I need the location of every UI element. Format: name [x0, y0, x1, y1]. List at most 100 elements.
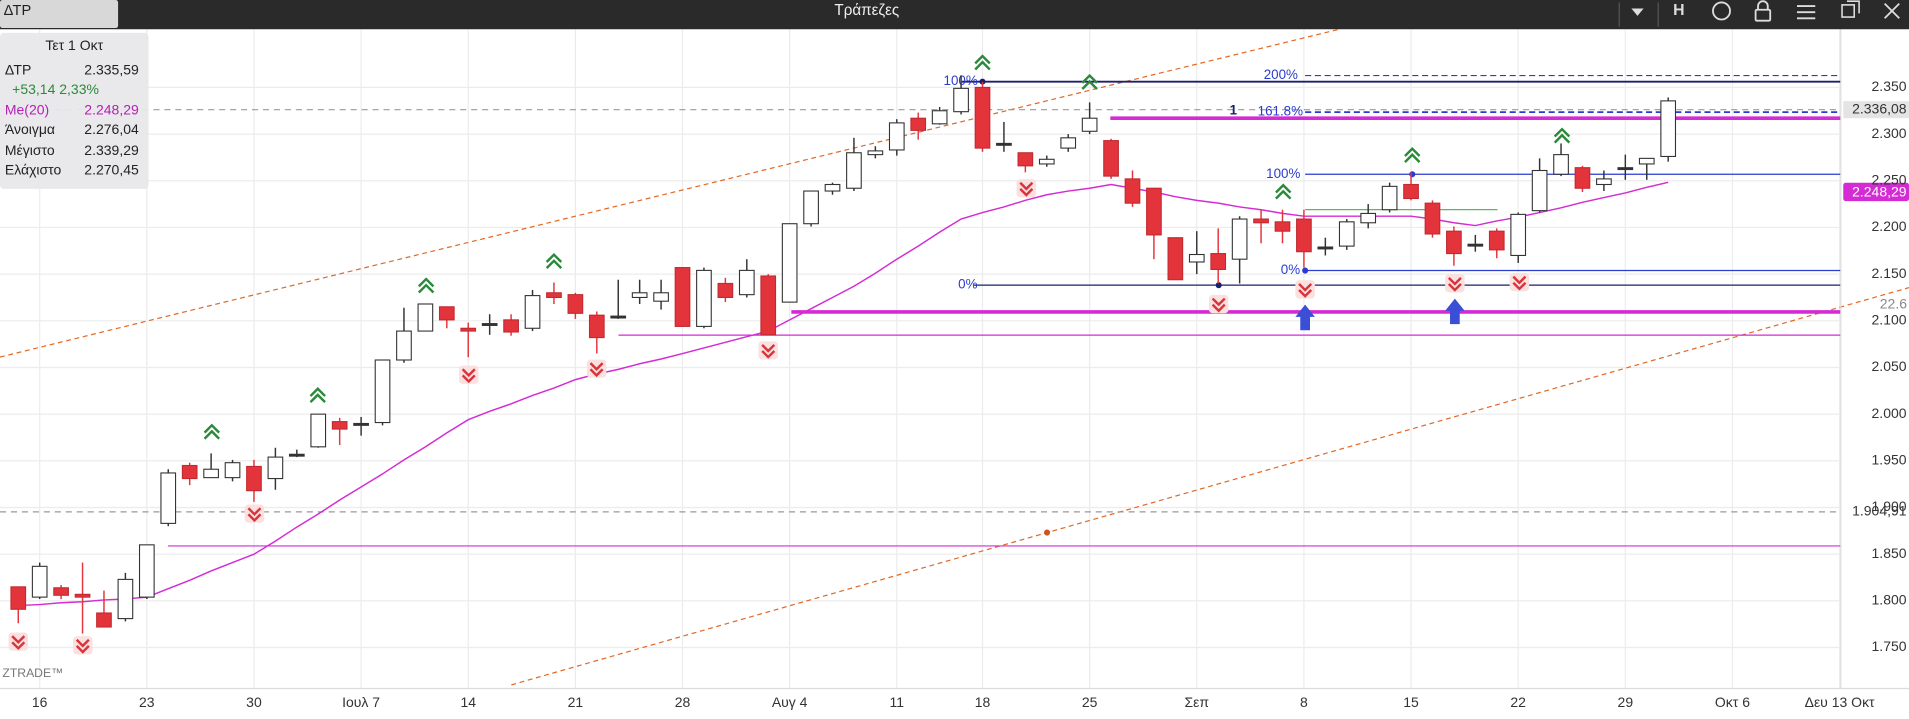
candle-body: [1038, 158, 1055, 165]
candle-body: [1488, 230, 1505, 251]
lock-shackle: [1757, 0, 1769, 10]
candle-body: [610, 315, 627, 319]
candle-body: [1103, 140, 1119, 177]
candle-body: [53, 587, 69, 596]
candle-body: [781, 223, 798, 303]
candle-body: [1017, 152, 1034, 167]
fib-label: 161.8%: [1258, 104, 1303, 119]
candle-body: [1338, 221, 1355, 247]
quote-button[interactable]: [1712, 1, 1731, 21]
price-box: [1843, 101, 1909, 119]
candle-body: [953, 87, 969, 113]
candle-body: [417, 303, 434, 332]
panel-value: 2.339,29: [84, 142, 139, 158]
window-title: Τράπεζες: [834, 2, 899, 19]
candle-body: [374, 359, 391, 424]
buy-signal: [974, 54, 991, 71]
candle-body: [203, 468, 219, 479]
x-tick-label: Αυγ 4: [772, 694, 808, 710]
sell-signal: [75, 638, 90, 654]
buy-arrow: [1295, 304, 1315, 331]
sell-signal: [1512, 275, 1527, 291]
y-tick-label: 2.300: [1872, 125, 1907, 141]
candle-body: [481, 323, 498, 326]
candle-body: [803, 190, 819, 225]
panel-label: Άνοιγμα: [5, 121, 55, 137]
fib-label: 100%: [1266, 166, 1300, 181]
interval-button[interactable]: H: [1673, 2, 1684, 19]
candle-body: [1317, 246, 1334, 250]
panel-label: Ελάχιστο: [5, 161, 62, 177]
candle-body: [1188, 253, 1205, 263]
header-bar: ΔΤΡ Τράπεζες H: [0, 0, 1909, 30]
symbol-tab-label: ΔΤΡ: [4, 3, 32, 19]
buy-arrow: [1445, 298, 1465, 325]
ma-price-label: 2.248,29: [1852, 183, 1907, 199]
candle-body: [1210, 253, 1227, 271]
x-tick-label: Σεπ: [1185, 694, 1210, 710]
background: [0, 29, 1909, 719]
candle-body: [1424, 202, 1441, 235]
candle-body: [588, 314, 605, 339]
candle-body: [910, 117, 927, 131]
x-tick-label: 21: [568, 694, 584, 710]
y-tick-label: 1.750: [1872, 638, 1907, 654]
x-tick-label: Ιουλ 7: [342, 694, 380, 710]
candle-body: [653, 292, 669, 302]
restore-button[interactable]: [1841, 4, 1856, 18]
axes: 2.336,08 2.248,29 1.904,91 22.6 1.750 1.8…: [0, 29, 1909, 710]
symbol-tab[interactable]: [0, 0, 119, 29]
candle-body: [931, 110, 948, 125]
candle-body: [760, 275, 777, 336]
restore-icon: [1846, 0, 1860, 14]
candle-body: [310, 413, 327, 448]
candle-body: [1360, 212, 1377, 224]
candle-body: [31, 565, 48, 598]
fib-label: 0%: [958, 277, 977, 292]
menu-button[interactable]: [1796, 5, 1816, 20]
close-button[interactable]: [1884, 3, 1900, 19]
sell-signal: [1211, 297, 1226, 313]
candle-body: [96, 612, 112, 628]
x-tick-label: 16: [32, 694, 48, 710]
candle-body: [10, 586, 27, 610]
x-tick-label: 25: [1082, 694, 1098, 710]
watermark: ZTRADE™: [2, 666, 63, 680]
candle-body: [1553, 154, 1569, 175]
sell-signal: [1298, 283, 1313, 298]
candle-body: [288, 453, 305, 457]
moving-average-line: [18, 181, 1669, 607]
candle-body: [331, 421, 348, 430]
x-tick-label: 14: [460, 694, 476, 710]
candle-body: [181, 464, 198, 480]
candle-body: [460, 327, 477, 332]
y-tick-label: 1.900: [1872, 498, 1907, 514]
cut-label: 22.6: [1880, 295, 1907, 311]
candle-body: [1574, 167, 1591, 189]
candle-body: [1467, 243, 1484, 247]
candle-body: [546, 292, 562, 299]
candle-body: [1253, 218, 1269, 224]
candle-body: [503, 319, 519, 333]
y-tick-label: 2.250: [1872, 171, 1907, 187]
buy-signal: [1081, 73, 1098, 90]
candle-body: [888, 122, 905, 151]
buy-signal: [417, 277, 435, 294]
panel-label: Μέγιστο: [5, 142, 55, 158]
lock-button[interactable]: [1754, 8, 1772, 22]
fib-anchor: [1302, 267, 1309, 274]
fib-label: 0%: [1281, 262, 1300, 277]
panel-value: 2.248,29: [84, 102, 139, 118]
candles: [10, 75, 1677, 634]
x-tick-label: 18: [975, 694, 991, 710]
panel-value: 2.276,04: [84, 121, 139, 137]
sell-signal: [461, 368, 476, 384]
x-tick-label: 29: [1618, 694, 1634, 710]
dropdown-button[interactable]: [1631, 8, 1644, 16]
sell-signal: [247, 507, 262, 523]
candle-body: [160, 472, 177, 524]
sell-signal: [11, 635, 26, 651]
x-tick-label: 30: [246, 694, 262, 710]
candle-body: [1596, 178, 1612, 186]
